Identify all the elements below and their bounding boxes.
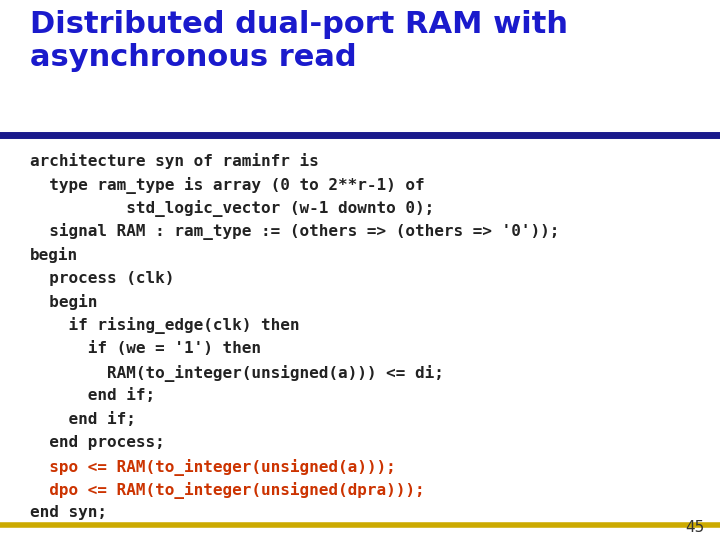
Text: if (we = '1') then: if (we = '1') then: [30, 341, 261, 356]
Text: std_logic_vector (w-1 downto 0);: std_logic_vector (w-1 downto 0);: [30, 200, 434, 217]
Text: end if;: end if;: [30, 411, 136, 427]
Text: begin: begin: [30, 294, 97, 310]
Text: begin: begin: [30, 247, 78, 263]
Text: process (clk): process (clk): [30, 271, 174, 286]
Text: 45: 45: [685, 520, 705, 535]
Text: end process;: end process;: [30, 435, 165, 450]
Text: end syn;: end syn;: [30, 505, 107, 521]
Text: end if;: end if;: [30, 388, 155, 403]
Text: type ram_type is array (0 to 2**r-1) of: type ram_type is array (0 to 2**r-1) of: [30, 177, 425, 193]
Text: RAM(to_integer(unsigned(a))) <= di;: RAM(to_integer(unsigned(a))) <= di;: [30, 364, 444, 381]
Text: spo <= RAM(to_integer(unsigned(a)));: spo <= RAM(to_integer(unsigned(a)));: [30, 458, 396, 476]
Text: asynchronous read: asynchronous read: [30, 43, 356, 72]
Text: architecture syn of raminfr is: architecture syn of raminfr is: [30, 153, 319, 169]
Text: Distributed dual-port RAM with: Distributed dual-port RAM with: [30, 10, 568, 39]
Text: if rising_edge(clk) then: if rising_edge(clk) then: [30, 318, 300, 334]
Text: dpo <= RAM(to_integer(unsigned(dpra)));: dpo <= RAM(to_integer(unsigned(dpra)));: [30, 482, 425, 499]
Text: signal RAM : ram_type := (others => (others => '0'));: signal RAM : ram_type := (others => (oth…: [30, 224, 559, 240]
